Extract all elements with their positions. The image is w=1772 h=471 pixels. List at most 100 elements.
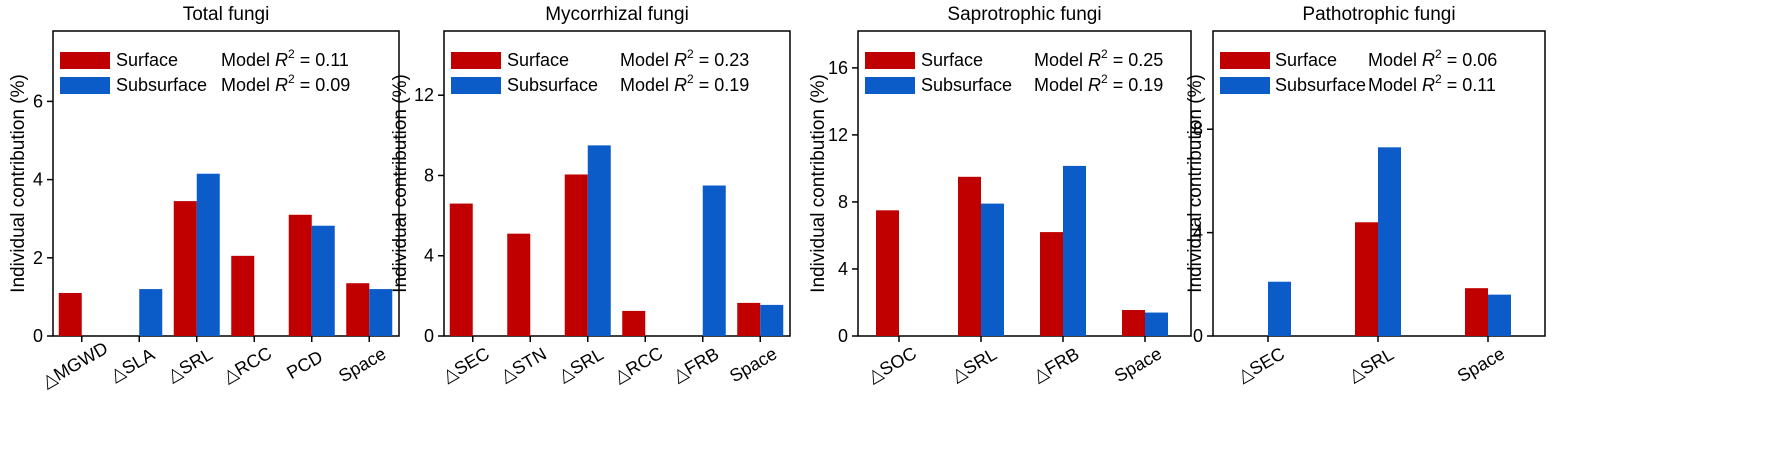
y-tick-label: 4 bbox=[33, 170, 43, 190]
bar-surface bbox=[876, 210, 899, 336]
bar-surface bbox=[173, 201, 197, 336]
y-tick-label: 0 bbox=[424, 326, 434, 346]
legend-swatch-subsurface bbox=[451, 77, 501, 94]
bar-surface bbox=[346, 283, 370, 336]
bar-surface bbox=[1355, 222, 1378, 336]
chart-title: Total fungi bbox=[183, 4, 270, 25]
x-category-label: △SRL bbox=[948, 344, 1000, 386]
bar-surface bbox=[449, 203, 473, 336]
model-r2-text: Model R2 = 0.19 bbox=[620, 72, 749, 95]
bar-subsurface bbox=[139, 289, 163, 336]
legend-label: Subsurface bbox=[116, 75, 207, 95]
x-category-label: Space bbox=[1111, 343, 1165, 386]
bar-subsurface bbox=[1063, 165, 1086, 336]
bar-surface bbox=[288, 214, 312, 336]
plot-frame bbox=[443, 30, 791, 337]
y-tick-label: 6 bbox=[33, 91, 43, 111]
legend-swatch-subsurface bbox=[1220, 77, 1270, 94]
bar-subsurface bbox=[369, 289, 393, 336]
model-r2-text: Model R2 = 0.19 bbox=[1034, 72, 1163, 95]
legend-label: Surface bbox=[1275, 50, 1337, 70]
bar-surface bbox=[58, 292, 82, 336]
x-category-label: △MGWD bbox=[38, 338, 111, 392]
bar-surface bbox=[1122, 310, 1145, 336]
x-category-label: △RCC bbox=[610, 343, 666, 387]
y-tick-label: 2 bbox=[33, 248, 43, 268]
legend-swatch-surface bbox=[60, 52, 110, 69]
legend-label: Subsurface bbox=[507, 75, 598, 95]
x-category-label: △STN bbox=[497, 344, 550, 386]
x-category-label: Space bbox=[726, 343, 780, 386]
bar-subsurface bbox=[1145, 312, 1168, 336]
legend-label: Surface bbox=[116, 50, 178, 70]
bar-surface bbox=[1040, 232, 1063, 336]
legend-label: Subsurface bbox=[921, 75, 1012, 95]
x-category-label: △SOC bbox=[864, 343, 920, 387]
legend-swatch-subsurface bbox=[60, 77, 110, 94]
legend-swatch-subsurface bbox=[865, 77, 915, 94]
y-tick-label: 12 bbox=[828, 125, 848, 145]
bar-surface bbox=[564, 174, 588, 336]
y-tick-label: 8 bbox=[424, 165, 434, 185]
bar-surface bbox=[507, 233, 531, 336]
x-category-label: △SRL bbox=[164, 344, 216, 386]
y-tick-label: 0 bbox=[1193, 326, 1203, 346]
bar-subsurface bbox=[1268, 281, 1291, 336]
bar-subsurface bbox=[1378, 147, 1401, 336]
legend-swatch-surface bbox=[1220, 52, 1270, 69]
chart-title: Saprotrophic fungi bbox=[947, 4, 1101, 25]
y-tick-label: 8 bbox=[1193, 119, 1203, 139]
chart-title: Pathotrophic fungi bbox=[1302, 4, 1455, 25]
legend-label: Surface bbox=[507, 50, 569, 70]
y-tick-label: 4 bbox=[1193, 223, 1203, 243]
y-tick-label: 0 bbox=[33, 326, 43, 346]
bar-surface bbox=[622, 310, 646, 336]
plot-frame bbox=[857, 30, 1192, 337]
y-tick-label: 4 bbox=[838, 259, 848, 279]
model-r2-text: Model R2 = 0.06 bbox=[1368, 47, 1497, 70]
model-r2-text: Model R2 = 0.25 bbox=[1034, 47, 1163, 70]
x-category-label: △RCC bbox=[219, 343, 275, 387]
x-category-label: △SRL bbox=[555, 344, 607, 386]
bar-subsurface bbox=[981, 203, 1004, 336]
y-axis-label: Individual contribution (%) bbox=[390, 74, 411, 293]
y-tick-label: 12 bbox=[414, 85, 434, 105]
bar-subsurface bbox=[702, 185, 726, 336]
model-r2-text: Model R2 = 0.11 bbox=[221, 47, 349, 70]
x-category-label: △FRB bbox=[669, 344, 722, 386]
bar-surface bbox=[958, 176, 981, 336]
y-tick-label: 16 bbox=[828, 58, 848, 78]
bar-subsurface bbox=[760, 304, 784, 336]
bar-surface bbox=[737, 302, 761, 336]
y-axis-label: Individual contribution (%) bbox=[8, 74, 29, 293]
x-category-label: PCD bbox=[283, 347, 326, 383]
legend-swatch-surface bbox=[451, 52, 501, 69]
x-category-label: Space bbox=[1454, 343, 1508, 386]
bar-subsurface bbox=[1488, 294, 1511, 336]
legend-label: Surface bbox=[921, 50, 983, 70]
bar-subsurface bbox=[311, 225, 335, 336]
bar-surface bbox=[1465, 288, 1488, 336]
y-axis-label: Individual contribution (%) bbox=[808, 74, 829, 293]
x-category-label: △SLA bbox=[107, 344, 158, 385]
bar-surface bbox=[231, 255, 255, 336]
x-category-label: △FRB bbox=[1029, 344, 1082, 386]
x-category-label: △SRL bbox=[1345, 344, 1397, 386]
legend-swatch-surface bbox=[865, 52, 915, 69]
plot-frame bbox=[52, 30, 400, 337]
chart-title: Mycorrhizal fungi bbox=[545, 4, 689, 25]
model-r2-text: Model R2 = 0.11 bbox=[1368, 72, 1496, 95]
y-tick-label: 4 bbox=[424, 246, 434, 266]
y-axis-label: Individual contribution (%) bbox=[1185, 74, 1206, 293]
legend-label: Subsurface bbox=[1275, 75, 1366, 95]
bar-subsurface bbox=[196, 173, 220, 336]
x-category-label: △SEC bbox=[439, 343, 493, 386]
y-tick-label: 8 bbox=[838, 192, 848, 212]
x-category-label: Space bbox=[335, 343, 389, 386]
x-category-label: △SEC bbox=[1234, 343, 1288, 386]
